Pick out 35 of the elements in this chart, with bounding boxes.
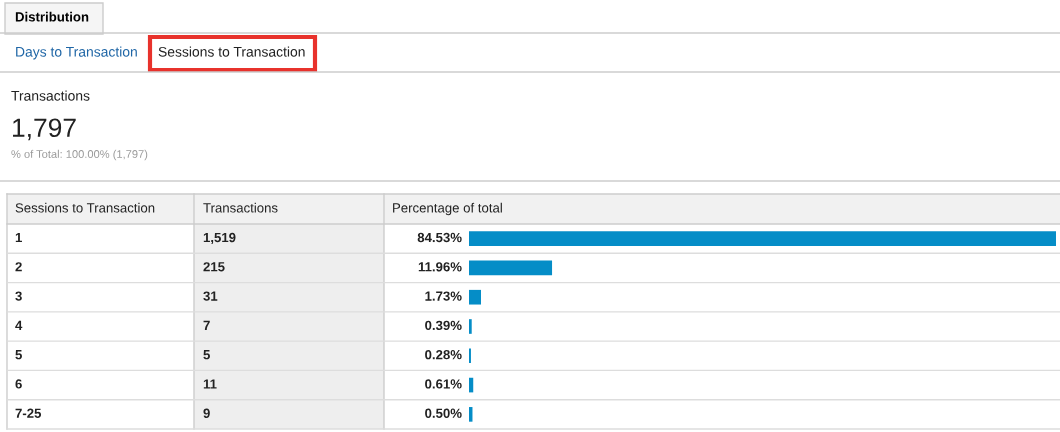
text: Transactions: [203, 202, 278, 213]
data-label: 0.61%: [425, 379, 462, 389]
data-label: 84.53%: [417, 232, 462, 243]
text: 31: [203, 291, 218, 301]
text: Sessions to Transaction: [15, 202, 155, 213]
text: 7: [203, 320, 210, 330]
text: 1,797: [13, 118, 76, 141]
text: 1,519: [203, 232, 236, 245]
text: Distribution: [15, 11, 89, 22]
y-tick-label: 6: [15, 379, 22, 389]
y-tick-label: 1: [15, 232, 22, 243]
y-tick-label: 2: [15, 262, 22, 272]
data-label: 1.73%: [425, 291, 462, 301]
text: Sessions to Transaction: [158, 46, 305, 57]
data-label: 0.28%: [425, 349, 462, 360]
data-label: 0.50%: [425, 408, 462, 418]
x-axis-title: Percentage of total: [393, 202, 502, 216]
bar: [469, 319, 472, 334]
bar: [469, 260, 553, 276]
text: 9: [203, 408, 210, 418]
bar: [469, 289, 482, 305]
y-tick-label: 7-25: [15, 408, 42, 418]
data-label: 0.39%: [425, 320, 462, 331]
text: 215: [203, 262, 225, 272]
text: Days to Transaction: [16, 46, 137, 60]
text: 11: [203, 379, 217, 389]
data-label: 11.96%: [418, 262, 462, 272]
y-tick-label: 5: [15, 350, 22, 360]
text: Transactions: [11, 90, 90, 101]
y-tick-label: 3: [15, 291, 22, 301]
bar: [469, 231, 1056, 246]
text: % of Total: 100.00% (1,797): [11, 149, 148, 161]
text: 5: [203, 350, 210, 360]
bar: [469, 377, 474, 393]
y-tick-label: 4: [15, 320, 23, 330]
